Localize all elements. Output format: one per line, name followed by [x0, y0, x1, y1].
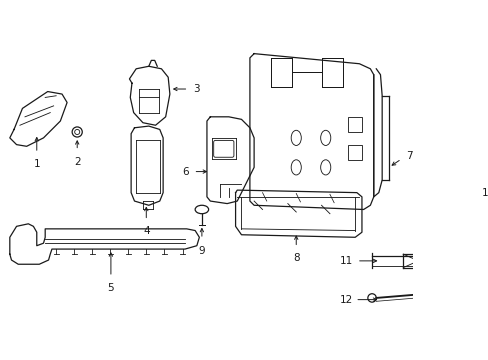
Text: 11: 11: [340, 256, 353, 266]
Text: 5: 5: [107, 283, 114, 293]
Bar: [348, 117, 361, 132]
Text: 10: 10: [481, 188, 488, 198]
Bar: [348, 145, 361, 160]
Text: 7: 7: [405, 152, 411, 161]
Text: 8: 8: [292, 253, 299, 263]
Text: 6: 6: [182, 167, 188, 176]
Text: 3: 3: [193, 84, 200, 94]
Text: 12: 12: [339, 294, 352, 305]
Text: 1: 1: [33, 159, 40, 169]
Text: 9: 9: [198, 246, 205, 256]
Text: 2: 2: [74, 157, 81, 167]
Text: 4: 4: [142, 226, 149, 236]
